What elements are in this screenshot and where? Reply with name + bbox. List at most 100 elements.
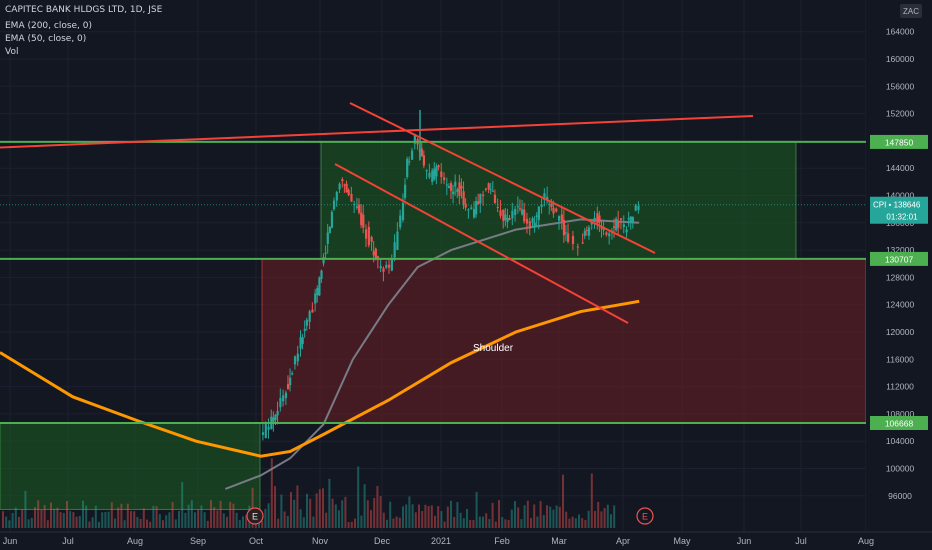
volume-bar — [494, 521, 497, 528]
trend-line — [334, 163, 629, 324]
volume-bar — [334, 504, 337, 528]
candle-body — [440, 171, 443, 178]
volume-bar — [546, 505, 548, 528]
candle-body — [496, 206, 499, 208]
ema200-legend[interactable]: EMA (200, close, 0) — [5, 21, 93, 31]
candle-body — [279, 397, 282, 408]
candle-body — [475, 201, 478, 215]
candle-body — [598, 215, 601, 223]
y-tick-label: 96000 — [888, 491, 912, 501]
volume-bar — [94, 505, 97, 528]
level-badge — [870, 251, 928, 266]
candle-body — [443, 177, 446, 181]
volume-legend[interactable]: Vol — [5, 47, 19, 57]
volume-bar — [370, 510, 372, 528]
volume-bar — [530, 518, 532, 528]
x-tick-label: Sep — [190, 536, 206, 546]
volume-bar — [56, 507, 59, 528]
green-zone — [320, 141, 797, 260]
volume-bar — [14, 507, 17, 528]
candle-body — [608, 233, 611, 237]
volume-bar — [18, 516, 20, 528]
candle-body — [462, 191, 465, 205]
time-axis-bg — [0, 532, 932, 550]
candle-body — [458, 182, 461, 196]
candle-body — [600, 227, 603, 229]
currency-label: ZAC — [903, 7, 919, 16]
red-zone — [261, 258, 867, 424]
candle-body — [406, 158, 409, 178]
y-tick-label: 116000 — [886, 354, 914, 364]
volume-bar — [2, 511, 4, 528]
candle-body — [425, 170, 428, 172]
level-badge-label: 106668 — [885, 418, 914, 428]
y-tick-label: 132000 — [886, 245, 915, 255]
ema50-legend[interactable]: EMA (50, close, 0) — [5, 34, 87, 44]
trend-line — [349, 102, 656, 254]
candle-body — [428, 172, 431, 178]
volume-bar — [133, 511, 136, 528]
volume-bar — [510, 509, 513, 528]
y-tick-label: 140000 — [886, 191, 915, 201]
volume-bar — [107, 511, 110, 528]
volume-bar — [536, 516, 539, 528]
volume-bar — [101, 512, 104, 528]
volume-bar — [130, 511, 132, 528]
candle-body — [499, 210, 502, 216]
volume-bar — [325, 512, 328, 528]
volume-bar — [306, 493, 308, 528]
candle-body — [602, 228, 605, 231]
candle-body — [372, 251, 375, 256]
volume-bar — [139, 518, 142, 528]
volume-bar — [104, 511, 107, 528]
volume-bar — [411, 504, 414, 528]
candle-body — [261, 432, 265, 435]
candle-body — [617, 220, 620, 228]
candle-body — [328, 227, 331, 234]
candle-body — [311, 309, 314, 313]
candle-body — [404, 184, 407, 198]
volume-bar — [299, 509, 302, 528]
volume-bar — [590, 473, 593, 528]
candle-body — [615, 218, 618, 231]
candle-body — [364, 229, 368, 239]
volume-bar — [389, 501, 392, 528]
volume-bar — [594, 510, 596, 528]
volume-bar — [277, 518, 280, 528]
volume-bar — [402, 506, 404, 528]
volume-bar — [600, 511, 603, 528]
volume-bar — [123, 520, 126, 528]
volume-bar — [533, 504, 536, 528]
candle-body — [622, 224, 625, 228]
candle-body — [533, 222, 536, 228]
last-price-badge — [870, 196, 928, 224]
candle-body — [374, 248, 377, 259]
volume-bar — [149, 521, 152, 528]
candle-body — [514, 208, 517, 215]
candle-body — [324, 252, 327, 254]
y-tick-label: 156000 — [886, 81, 915, 91]
candle-body — [322, 257, 325, 264]
candle-body — [390, 259, 393, 271]
candle-body — [605, 232, 608, 235]
candle-body — [360, 212, 363, 226]
volume-bar — [171, 502, 174, 528]
volume-bar — [315, 493, 318, 528]
y-tick-label: 100000 — [886, 464, 915, 474]
candle-body — [557, 215, 561, 221]
volume-bar — [53, 508, 56, 528]
volume-bar — [587, 510, 590, 528]
volume-bar — [146, 519, 148, 528]
volume-bar — [344, 496, 347, 528]
symbol-title[interactable]: CAPITEC BANK HLDGS LTD, 1D, JSE — [5, 5, 163, 15]
candle-body — [345, 183, 348, 193]
price-axis: 96000 100000 104000 108000 112000 116000 12000… — [866, 0, 932, 550]
candle-body — [525, 218, 529, 224]
candle-body — [326, 232, 329, 244]
volume-bar — [552, 509, 555, 528]
candle-body — [596, 212, 599, 224]
volume-bar — [606, 504, 609, 528]
candle-body — [543, 193, 546, 201]
candle-body — [456, 189, 459, 192]
